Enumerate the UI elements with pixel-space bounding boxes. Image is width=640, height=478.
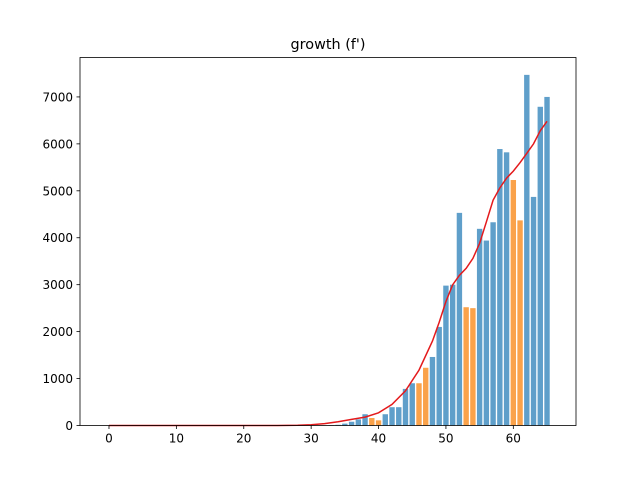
x-tick-label: 50	[438, 432, 453, 446]
bar	[510, 180, 517, 426]
bar	[436, 326, 442, 426]
y-tick-label: 6000	[42, 137, 73, 151]
y-tick-label: 5000	[42, 184, 73, 198]
bar	[530, 196, 537, 426]
bar	[409, 383, 415, 426]
bar	[423, 367, 429, 426]
plot-frame	[79, 57, 577, 426]
bar	[402, 388, 409, 426]
bar	[389, 407, 395, 426]
y-tick-label: 7000	[42, 90, 73, 104]
y-tick-label: 0	[65, 419, 73, 433]
bar	[416, 383, 422, 426]
x-tick-label: 0	[105, 432, 113, 446]
bar	[490, 222, 496, 426]
y-tick-label: 4000	[42, 231, 73, 245]
bar	[369, 417, 375, 426]
bar	[449, 284, 456, 426]
bar	[470, 308, 476, 426]
bar	[537, 106, 543, 426]
bar	[342, 423, 348, 426]
x-tick-label: 20	[236, 432, 251, 446]
bar-series	[328, 74, 550, 426]
bar	[476, 228, 483, 426]
bar	[456, 212, 463, 426]
y-tick-label: 2000	[42, 325, 73, 339]
bar	[483, 240, 490, 426]
x-tick-label: 30	[304, 432, 319, 446]
bar	[355, 419, 362, 426]
bar	[375, 420, 382, 426]
bar	[362, 414, 368, 426]
x-tick-label: 60	[506, 432, 521, 446]
bar	[544, 96, 550, 426]
bar	[443, 285, 449, 426]
x-tick-label: 10	[169, 432, 184, 446]
bar	[348, 421, 355, 426]
bar	[396, 407, 402, 426]
x-tick-label: 40	[371, 432, 386, 446]
bar	[429, 356, 436, 426]
bar	[524, 74, 530, 426]
bar	[463, 307, 469, 426]
y-tick-label: 1000	[42, 372, 73, 386]
x-axis-ticks: 0 10 20 30 40 50 60	[105, 425, 521, 446]
bar	[517, 220, 523, 426]
bar	[497, 149, 503, 426]
y-axis-ticks: 0 1000 2000 3000 4000 5000 6000 7000	[42, 90, 80, 433]
bar	[382, 414, 388, 426]
bar	[503, 152, 510, 426]
chart-title: growth (f')	[291, 37, 366, 53]
y-tick-label: 3000	[42, 278, 73, 292]
